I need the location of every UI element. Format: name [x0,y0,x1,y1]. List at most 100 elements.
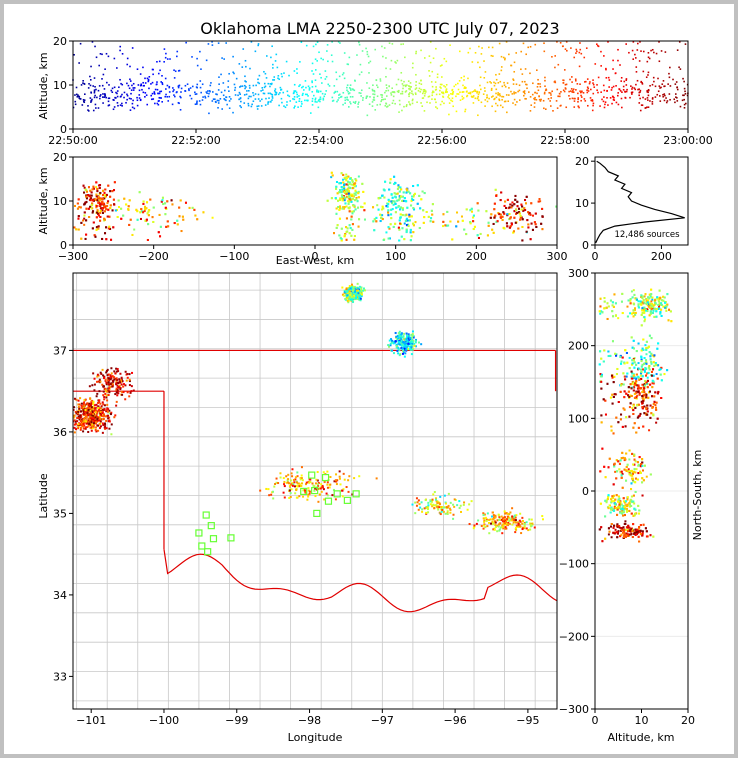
time-altitude-point [391,87,393,90]
time-altitude-point [77,94,79,96]
map-source-point [109,413,112,416]
time-altitude-point [435,93,438,96]
map-source-point [398,340,401,343]
map-source-point [274,482,277,485]
time-altitude-point [448,94,450,96]
time-altitude-point [431,94,434,97]
map-source-point [515,526,518,529]
map-source-point [516,521,519,524]
east-west-point [96,212,99,215]
east-west-point [73,204,76,207]
map-source-point [290,472,293,475]
time-altitude-point [233,83,236,86]
east-west-point [107,208,110,211]
time-altitude-point [498,99,501,102]
time-altitude-point [518,84,521,87]
time-altitude-point [196,83,199,86]
east-west-point [397,205,400,208]
time-altitude-point [347,99,349,101]
time-altitude-point [103,88,106,90]
map-source-point [506,515,509,518]
east-west-point [108,215,111,218]
east-west-point [379,196,382,199]
map-source-point [82,401,85,404]
time-altitude-point [600,50,602,53]
time-altitude-point [142,81,144,84]
north-south-point [622,526,625,529]
map-source-point [105,371,108,374]
map-source-point [453,505,456,508]
map-source-point [358,298,361,301]
time-altitude-point [545,88,547,91]
map-source-point [398,334,401,337]
east-west-point [411,198,414,201]
time-altitude-point [196,101,198,104]
east-west-point [508,213,511,216]
figure-frame: Oklahoma LMA 2250-2300 UTC July 07, 2023… [4,4,734,754]
east-west-point [145,218,148,221]
map-source-point [483,519,486,522]
time-altitude-point [500,66,503,68]
map-source-point [308,492,311,495]
time-altitude-point [221,108,223,110]
east-west-point [347,190,350,193]
time-altitude-point [279,86,282,89]
time-altitude-point [638,102,641,104]
time-altitude-point [144,82,147,84]
map-source-point [99,412,102,415]
time-altitude-point [332,99,335,102]
time-altitude-point [678,66,680,69]
time-altitude-point [568,95,570,97]
time-altitude-point [171,103,174,106]
time-altitude-point [126,98,128,101]
time-altitude-point [658,85,661,87]
east-west-point [128,199,131,202]
map-source-point [436,506,439,509]
map-source-point [443,506,446,509]
time-altitude-point [359,63,362,66]
east-west-point [333,232,336,235]
map-source-point [390,338,393,341]
lma-station-marker [300,487,308,496]
map-source-point [483,523,486,526]
map-source-point [335,483,338,486]
east-west-point [165,207,168,210]
map-source-point [338,477,341,480]
lma-station-marker [198,542,206,550]
time-altitude-point [123,96,125,99]
time-altitude-point [168,95,171,98]
map-source-point [102,374,105,377]
east-west-point [382,188,385,191]
map-source-point [521,519,524,522]
map-source-point [67,411,69,413]
time-altitude-point [154,102,156,105]
map-source-point [511,515,514,518]
map-source-point [75,398,78,401]
east-west-point [499,199,502,202]
time-altitude-point [264,72,267,75]
east-west-point [342,197,345,200]
map-source-point [77,415,80,418]
map-source-point [504,523,507,526]
time-altitude-point [218,83,220,85]
north-south-point [625,468,628,471]
map-source-point [341,293,344,296]
time-altitude-point [596,44,599,47]
map-source-point [512,516,515,519]
time-altitude-point [619,90,622,92]
map-source-point [309,478,312,481]
time-altitude-point [484,90,486,92]
map-source-point [360,291,363,294]
east-west-point [92,187,95,190]
map-source-point [354,292,357,295]
map-source-point [497,523,500,526]
map-source-point [342,294,345,297]
time-altitude-point [628,51,630,54]
map-source-point [92,372,95,375]
time-altitude-point [419,91,422,93]
map-source-point [77,423,80,426]
east-west-point [211,216,214,219]
time-altitude-point [398,99,401,102]
map-source-point [475,522,478,525]
lma-station-marker [324,497,333,505]
